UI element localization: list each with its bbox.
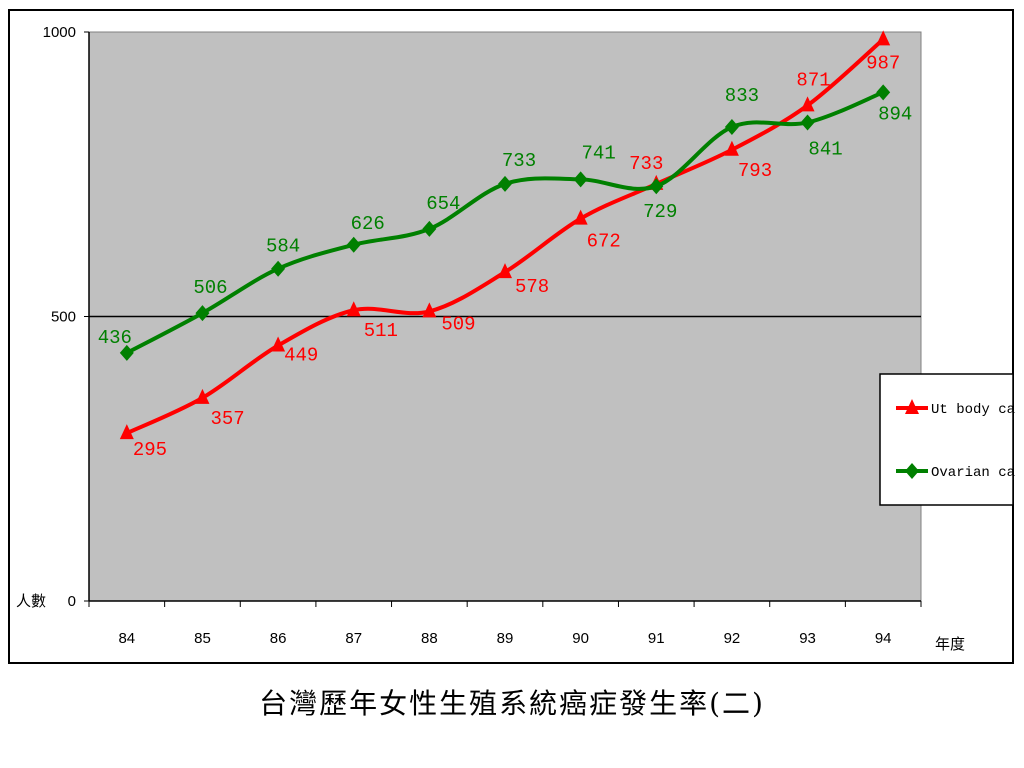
- legend-marker-ovarian-ca: [905, 463, 919, 479]
- x-tick-label: 89: [497, 630, 514, 647]
- data-label-ovarian-ca: 729: [643, 201, 677, 223]
- data-label-ut-body-ca: 733: [629, 153, 663, 175]
- data-label-ovarian-ca: 654: [426, 193, 460, 215]
- data-label-ut-body-ca: 295: [133, 439, 167, 461]
- data-label-ovarian-ca: 626: [351, 213, 385, 235]
- data-label-ut-body-ca: 578: [515, 276, 549, 298]
- data-point-ovarian-ca: [422, 220, 437, 237]
- data-point-ut-body-ca: [195, 388, 210, 404]
- y-tick-label: 500: [51, 309, 76, 326]
- data-point-ut-body-ca: [271, 336, 286, 352]
- data-point-ut-body-ca: [346, 301, 361, 317]
- data-label-ut-body-ca: 672: [587, 231, 621, 253]
- data-label-ovarian-ca: 584: [266, 236, 300, 258]
- y-axis-title: 人數: [16, 593, 46, 610]
- x-tick-label: 87: [345, 630, 362, 647]
- data-label-ovarian-ca: 741: [582, 142, 616, 164]
- data-label-ovarian-ca: 833: [725, 85, 759, 107]
- x-tick-label: 85: [194, 630, 211, 647]
- x-tick-label: 94: [875, 630, 892, 647]
- legend-label-ut-body-ca: Ut body ca: [931, 402, 1015, 418]
- data-point-ut-body-ca: [724, 140, 739, 156]
- data-label-ovarian-ca: 436: [98, 327, 132, 349]
- y-tick-label: 1000: [43, 24, 76, 41]
- x-tick-label: 84: [118, 630, 135, 647]
- data-label-ovarian-ca: 894: [878, 103, 912, 125]
- data-label-ovarian-ca: 733: [502, 150, 536, 172]
- data-point-ovarian-ca: [573, 171, 588, 188]
- data-label-ut-body-ca: 793: [738, 160, 772, 182]
- y-tick-label: 0: [68, 593, 76, 610]
- x-tick-label: 92: [724, 630, 741, 647]
- data-point-ovarian-ca: [498, 175, 512, 192]
- data-label-ut-body-ca: 511: [364, 320, 398, 342]
- data-point-ovarian-ca: [800, 114, 815, 131]
- x-tick-label: 88: [421, 630, 438, 647]
- data-point-ovarian-ca: [271, 260, 286, 277]
- data-point-ovarian-ca: [876, 84, 891, 101]
- data-point-ut-body-ca: [119, 424, 134, 440]
- data-point-ovarian-ca: [119, 344, 134, 361]
- data-label-ovarian-ca: 506: [193, 277, 227, 299]
- x-tick-label: 86: [270, 630, 287, 647]
- data-label-ut-body-ca: 449: [284, 345, 318, 367]
- data-point-ut-body-ca: [876, 30, 891, 46]
- chart-title: 台灣歷年女性生殖系統癌症發生率(二): [259, 687, 765, 720]
- data-label-ut-body-ca: 509: [441, 313, 475, 335]
- data-label-ut-body-ca: 357: [210, 408, 244, 430]
- data-point-ovarian-ca: [649, 178, 664, 195]
- data-point-ovarian-ca: [346, 236, 361, 253]
- x-tick-label: 91: [648, 630, 665, 647]
- x-tick-label: 90: [572, 630, 589, 647]
- data-point-ovarian-ca: [724, 119, 739, 136]
- data-point-ut-body-ca: [573, 209, 588, 225]
- legend-box: [879, 373, 1014, 506]
- data-label-ut-body-ca: 871: [796, 69, 830, 91]
- line-chart: 0 500 1000 84 85 86 87 88 89 90 91 92 93 94 年度 人數 295 357…: [16, 24, 1015, 653]
- x-axis-title: 年度: [935, 636, 965, 653]
- data-point-ut-body-ca: [800, 96, 815, 112]
- data-point-ut-body-ca: [498, 263, 512, 279]
- legend-label-ovarian-ca: Ovarian ca: [931, 465, 1015, 481]
- data-label-ovarian-ca: 841: [808, 138, 842, 160]
- legend-marker-ut-body-ca: [905, 399, 919, 414]
- data-label-ut-body-ca: 987: [866, 52, 900, 74]
- x-tick-label: 93: [799, 630, 816, 647]
- data-point-ovarian-ca: [195, 305, 210, 322]
- data-point-ut-body-ca: [422, 302, 437, 318]
